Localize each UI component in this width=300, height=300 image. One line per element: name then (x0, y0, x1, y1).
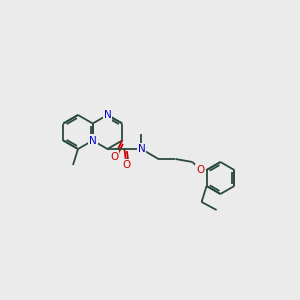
Text: N: N (89, 136, 97, 146)
Text: N: N (103, 110, 111, 120)
Text: O: O (110, 152, 118, 161)
Text: O: O (122, 160, 130, 170)
Text: N: N (138, 144, 145, 154)
Text: O: O (196, 165, 205, 175)
Text: N: N (138, 144, 145, 154)
Text: O: O (196, 165, 205, 175)
